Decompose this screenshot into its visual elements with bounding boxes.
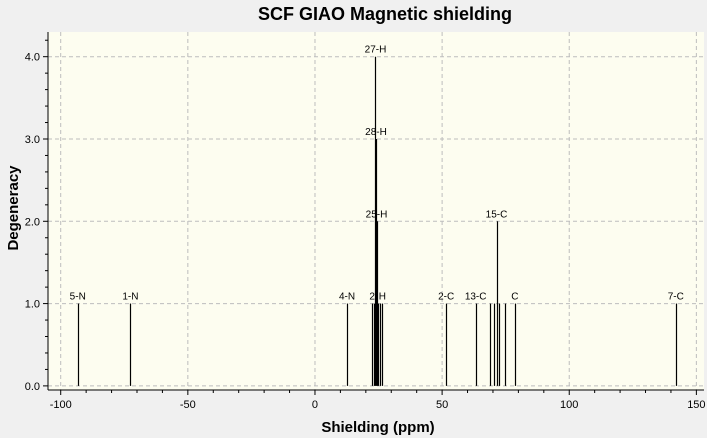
peak-label: 2-C <box>438 292 454 303</box>
x-tick-label: 0 <box>312 399 318 411</box>
peak-label: 13-C <box>465 292 487 303</box>
peak-label: 1-N <box>122 292 138 303</box>
peak-label: 2 <box>369 292 375 303</box>
peak-label: 27-H <box>365 45 387 56</box>
peak-label: 4-N <box>339 292 355 303</box>
y-tick-label: 3.0 <box>25 134 40 146</box>
y-tick-label: 1.0 <box>25 299 40 311</box>
y-axis-label: Degeneracy <box>5 165 22 251</box>
y-tick-label: 0.0 <box>25 381 40 393</box>
x-tick-label: -50 <box>180 399 196 411</box>
x-axis-label: Shielding (ppm) <box>321 419 434 436</box>
x-tick-label: 50 <box>436 399 448 411</box>
peak-sticks <box>77 56 678 386</box>
peak-label: 15-C <box>486 209 508 220</box>
x-tick-label: 150 <box>687 399 705 411</box>
peak-label: H <box>379 292 386 303</box>
peak-label: 28-H <box>365 127 387 138</box>
peak-labels: 5-N 1-N 4-N 2 27-H 28-H 25-H H 2-C 13-C 15-C C 7-C <box>70 45 684 303</box>
peak-label: 5-N <box>70 292 86 303</box>
peak-label: C <box>511 292 518 303</box>
peak-label: 25-H <box>366 209 388 220</box>
x-tick-label: -100 <box>50 399 72 411</box>
chart-title: SCF GIAO Magnetic shielding <box>258 4 512 24</box>
y-tick-label: 4.0 <box>25 52 40 64</box>
x-tick-label: 100 <box>560 399 578 411</box>
grid <box>48 32 704 390</box>
ticks: -100 -50 0 50 100 150 0.0 1.0 2.0 3.0 4.0 <box>25 39 706 411</box>
y-tick-label: 2.0 <box>25 216 40 228</box>
peak-label: 7-C <box>668 292 684 303</box>
